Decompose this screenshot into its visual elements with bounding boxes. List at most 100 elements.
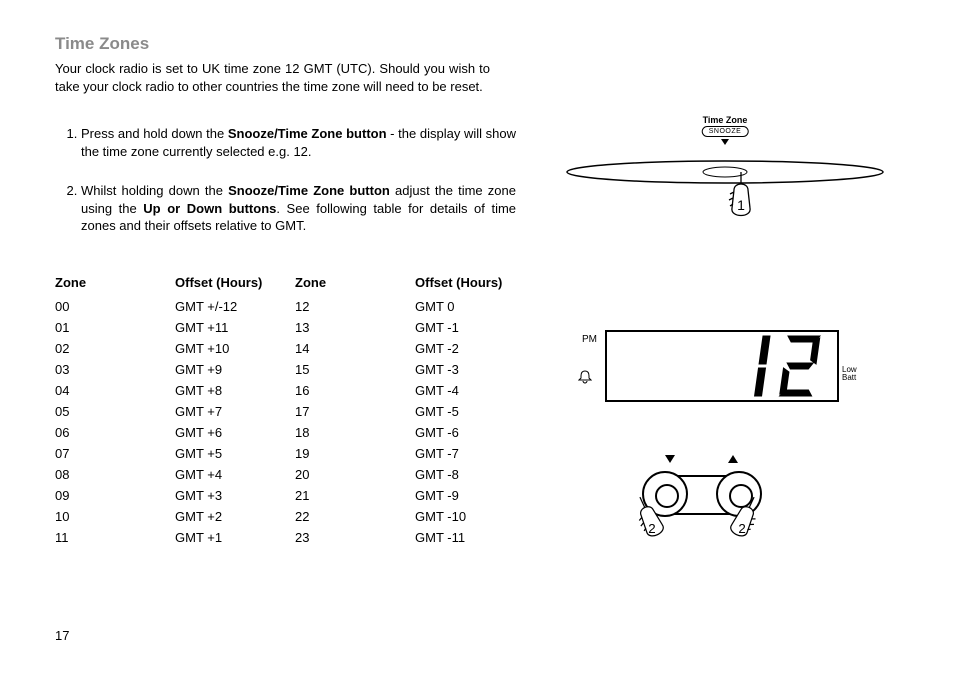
arrow-down-icon [721, 139, 729, 145]
cell-zone: 11 [55, 527, 175, 548]
table-row: 01GMT +11 [55, 317, 290, 338]
intro-paragraph: Your clock radio is set to UK time zone … [55, 60, 490, 95]
cell-offset: GMT +11 [175, 317, 290, 338]
cell-zone: 21 [295, 485, 415, 506]
cell-zone: 05 [55, 401, 175, 422]
th-zone: Zone [295, 275, 415, 296]
cell-zone: 02 [55, 338, 175, 359]
pointing-hand-right-icon: 2 [724, 493, 764, 545]
step2-b2: Up or Down buttons [143, 201, 276, 216]
instruction-step-1: Press and hold down the Snooze/Time Zone… [81, 125, 516, 160]
triangle-down-icon [665, 455, 675, 463]
hand-number-1: 1 [737, 197, 745, 213]
table-row: 13GMT -1 [295, 317, 530, 338]
cell-offset: GMT -2 [415, 338, 530, 359]
cell-zone: 16 [295, 380, 415, 401]
table-row: 10GMT +2 [55, 506, 290, 527]
cell-zone: 23 [295, 527, 415, 548]
cell-offset: GMT +9 [175, 359, 290, 380]
cell-offset: GMT 0 [415, 296, 530, 317]
cell-offset: GMT -4 [415, 380, 530, 401]
table-row: 23GMT -11 [295, 527, 530, 548]
table-row: 03GMT +9 [55, 359, 290, 380]
section-heading: Time Zones [55, 34, 904, 54]
table-row: 05GMT +7 [55, 401, 290, 422]
cell-zone: 06 [55, 422, 175, 443]
cell-offset: GMT -10 [415, 506, 530, 527]
table-row: 15GMT -3 [295, 359, 530, 380]
page-number: 17 [55, 628, 69, 643]
table-row: 14GMT -2 [295, 338, 530, 359]
table-row: 00GMT +/-12 [55, 296, 290, 317]
table-row: 17GMT -5 [295, 401, 530, 422]
cell-offset: GMT +/-12 [175, 296, 290, 317]
timezone-table-left: Zone Offset (Hours) 00GMT +/-1201GMT +11… [55, 275, 290, 548]
cell-zone: 04 [55, 380, 175, 401]
cell-zone: 14 [295, 338, 415, 359]
lcd-low-batt-label: Low Batt [842, 366, 857, 382]
cell-offset: GMT -3 [415, 359, 530, 380]
cell-offset: GMT -6 [415, 422, 530, 443]
lcd-alarm-bell-icon [578, 370, 592, 387]
table-row: 20GMT -8 [295, 464, 530, 485]
cell-offset: GMT +6 [175, 422, 290, 443]
cell-zone: 20 [295, 464, 415, 485]
step1-prefix: Press and hold down the [81, 126, 228, 141]
lowbatt-line2: Batt [842, 373, 856, 382]
table-row: 16GMT -4 [295, 380, 530, 401]
snooze-button-label: SNOOZE [702, 126, 749, 137]
lcd-digits-icon [607, 332, 837, 400]
cell-offset: GMT +10 [175, 338, 290, 359]
cell-offset: GMT +5 [175, 443, 290, 464]
cell-zone: 18 [295, 422, 415, 443]
table-row: 04GMT +8 [55, 380, 290, 401]
hand-number-2a: 2 [648, 521, 655, 536]
table-row: 12GMT 0 [295, 296, 530, 317]
th-zone: Zone [55, 275, 175, 296]
illustration-lcd: PM Low Batt [550, 330, 900, 415]
pointing-hand-icon: 1 [720, 170, 762, 225]
illustration-up-down-buttons: 2 2 [620, 455, 800, 565]
step1-bold: Snooze/Time Zone button [228, 126, 387, 141]
table-row: 22GMT -10 [295, 506, 530, 527]
cell-zone: 15 [295, 359, 415, 380]
table-row: 08GMT +4 [55, 464, 290, 485]
step2-b1: Snooze/Time Zone button [228, 183, 390, 198]
cell-offset: GMT -8 [415, 464, 530, 485]
cell-zone: 08 [55, 464, 175, 485]
cell-zone: 13 [295, 317, 415, 338]
pointing-hand-left-icon: 2 [630, 493, 670, 545]
cell-offset: GMT -11 [415, 527, 530, 548]
cell-zone: 12 [295, 296, 415, 317]
instruction-step-2: Whilst holding down the Snooze/Time Zone… [81, 182, 516, 235]
timezone-label: Time Zone [703, 115, 748, 125]
cell-offset: GMT +2 [175, 506, 290, 527]
triangle-up-icon [728, 455, 738, 463]
table-row: 02GMT +10 [55, 338, 290, 359]
timezone-table-right: Zone Offset (Hours) 12GMT 013GMT -114GMT… [295, 275, 530, 548]
table-row: 11GMT +1 [55, 527, 290, 548]
cell-offset: GMT -1 [415, 317, 530, 338]
cell-offset: GMT -5 [415, 401, 530, 422]
cell-zone: 10 [55, 506, 175, 527]
table-row: 18GMT -6 [295, 422, 530, 443]
table-row: 19GMT -7 [295, 443, 530, 464]
lcd-pm-indicator: PM [582, 334, 597, 345]
step2-p1: Whilst holding down the [81, 183, 228, 198]
cell-zone: 19 [295, 443, 415, 464]
cell-zone: 01 [55, 317, 175, 338]
cell-offset: GMT +1 [175, 527, 290, 548]
cell-offset: GMT -7 [415, 443, 530, 464]
cell-zone: 22 [295, 506, 415, 527]
illustration-snooze-top: Time Zone SNOOZE 1 [555, 115, 895, 245]
table-row: 09GMT +3 [55, 485, 290, 506]
cell-zone: 07 [55, 443, 175, 464]
cell-offset: GMT +8 [175, 380, 290, 401]
cell-zone: 00 [55, 296, 175, 317]
cell-offset: GMT +3 [175, 485, 290, 506]
cell-zone: 03 [55, 359, 175, 380]
cell-offset: GMT +4 [175, 464, 290, 485]
th-offset: Offset (Hours) [415, 275, 530, 296]
lcd-frame [605, 330, 839, 402]
cell-offset: GMT +7 [175, 401, 290, 422]
